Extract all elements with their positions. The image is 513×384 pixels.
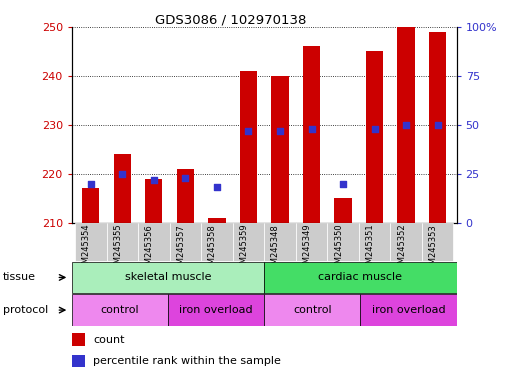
- Bar: [264, 262, 457, 293]
- Text: GSM245353: GSM245353: [429, 224, 438, 275]
- Point: [307, 126, 315, 132]
- Text: GSM245352: GSM245352: [397, 224, 406, 275]
- Text: iron overload: iron overload: [179, 305, 253, 315]
- Text: tissue: tissue: [3, 272, 35, 283]
- Point: [118, 170, 126, 177]
- Text: control: control: [101, 305, 139, 315]
- Text: GSM245356: GSM245356: [145, 224, 154, 275]
- Bar: [208, 218, 226, 223]
- Bar: [303, 46, 320, 223]
- Bar: [138, 223, 170, 261]
- Bar: [72, 333, 85, 346]
- Text: GSM245354: GSM245354: [82, 224, 91, 275]
- Bar: [168, 295, 264, 326]
- Bar: [145, 179, 163, 223]
- Text: GSM245358: GSM245358: [208, 224, 217, 275]
- Text: GSM245348: GSM245348: [271, 224, 280, 275]
- Point: [213, 184, 221, 190]
- Text: count: count: [93, 335, 125, 345]
- Bar: [82, 189, 100, 223]
- Bar: [233, 223, 264, 261]
- Bar: [113, 154, 131, 223]
- Text: GSM245351: GSM245351: [366, 224, 374, 275]
- Bar: [334, 198, 352, 223]
- Bar: [240, 71, 257, 223]
- Point: [181, 175, 189, 181]
- Bar: [107, 223, 138, 261]
- Bar: [398, 27, 415, 223]
- Bar: [170, 223, 201, 261]
- Point: [150, 177, 158, 183]
- Text: protocol: protocol: [3, 305, 48, 315]
- Bar: [422, 223, 453, 261]
- Bar: [264, 295, 360, 326]
- Bar: [264, 223, 295, 261]
- Bar: [360, 295, 457, 326]
- Point: [339, 180, 347, 187]
- Point: [433, 122, 442, 128]
- Point: [370, 126, 379, 132]
- Bar: [366, 51, 383, 223]
- Text: percentile rank within the sample: percentile rank within the sample: [93, 356, 281, 366]
- Bar: [75, 223, 107, 261]
- Text: GSM245357: GSM245357: [176, 224, 185, 275]
- Point: [402, 122, 410, 128]
- Bar: [390, 223, 422, 261]
- Bar: [72, 354, 85, 367]
- Text: GSM245349: GSM245349: [303, 224, 311, 275]
- Bar: [295, 223, 327, 261]
- Bar: [72, 295, 168, 326]
- Text: control: control: [293, 305, 331, 315]
- Point: [244, 127, 252, 134]
- Bar: [359, 223, 390, 261]
- Bar: [271, 76, 289, 223]
- Text: GSM245359: GSM245359: [240, 224, 248, 275]
- Text: cardiac muscle: cardiac muscle: [319, 272, 402, 283]
- Text: GDS3086 / 102970138: GDS3086 / 102970138: [155, 13, 307, 26]
- Bar: [72, 262, 264, 293]
- Text: GSM245350: GSM245350: [334, 224, 343, 275]
- Bar: [327, 223, 359, 261]
- Bar: [201, 223, 233, 261]
- Bar: [429, 32, 446, 223]
- Text: iron overload: iron overload: [371, 305, 445, 315]
- Point: [87, 180, 95, 187]
- Text: skeletal muscle: skeletal muscle: [125, 272, 211, 283]
- Bar: [176, 169, 194, 223]
- Point: [276, 127, 284, 134]
- Text: GSM245355: GSM245355: [113, 224, 122, 275]
